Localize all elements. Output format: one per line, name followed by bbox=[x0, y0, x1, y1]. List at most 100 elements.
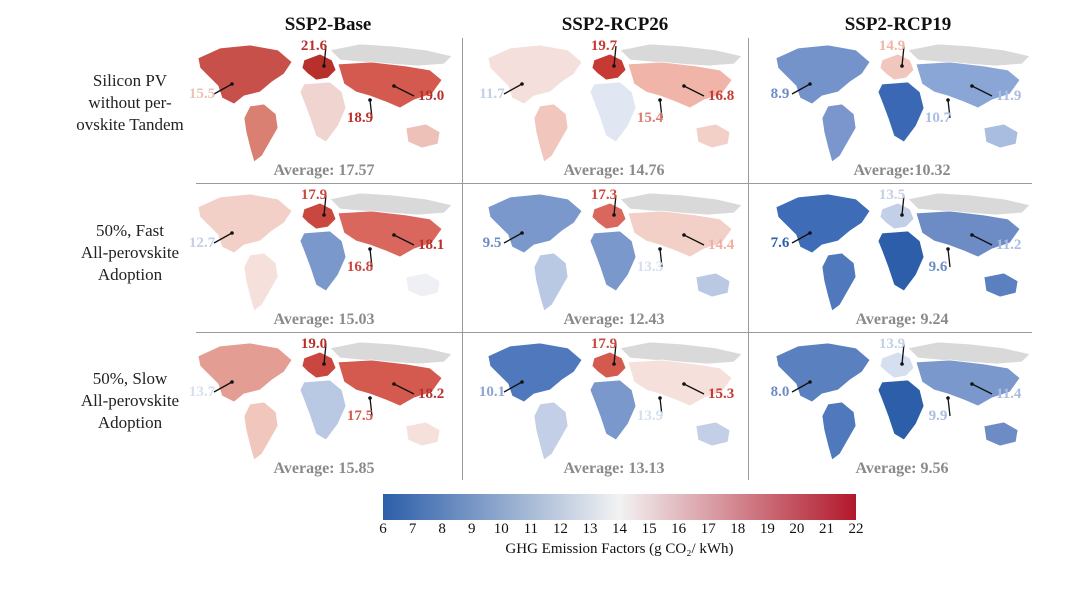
callout-arrowhead bbox=[368, 247, 372, 251]
callout-arrow bbox=[901, 343, 905, 365]
callout-arrow bbox=[613, 194, 617, 216]
grid-divider-vertical bbox=[748, 38, 749, 480]
world-map: 13.9 8.0 11.4 9.9 bbox=[771, 336, 1031, 459]
callout-arrowhead bbox=[520, 82, 524, 86]
callout-arrowhead bbox=[392, 382, 396, 386]
value-label: 18.1 bbox=[418, 237, 444, 253]
value-label: 15.3 bbox=[708, 386, 734, 402]
callout-arrow bbox=[659, 99, 663, 119]
region-sa bbox=[821, 401, 857, 459]
callout-arrowhead bbox=[322, 362, 326, 366]
panel-average: Average: 15.03 bbox=[273, 311, 375, 328]
value-label: 11.7 bbox=[479, 86, 505, 102]
callout-arrowhead bbox=[970, 84, 974, 88]
value-label: 15.4 bbox=[637, 110, 664, 126]
world-map: 19.0 13.7 18.2 17.5 bbox=[189, 336, 453, 459]
callout-arrow bbox=[901, 194, 905, 216]
region-oc bbox=[695, 272, 731, 298]
colorbar bbox=[383, 494, 856, 520]
value-label: 8.9 bbox=[771, 86, 790, 102]
value-label: 17.9 bbox=[591, 336, 617, 352]
value-label: 15.5 bbox=[189, 86, 215, 102]
region-ru bbox=[907, 341, 1031, 365]
region-oc bbox=[695, 123, 731, 149]
callout-arrow bbox=[971, 85, 993, 97]
callout-arrow bbox=[613, 45, 617, 67]
region-af bbox=[299, 379, 347, 441]
colorbar-tick: 12 bbox=[552, 521, 568, 537]
panel-average: Average: 13.13 bbox=[563, 460, 665, 477]
region-sa bbox=[821, 103, 857, 161]
colorbar-tick: 22 bbox=[848, 521, 864, 537]
callout-arrow bbox=[503, 381, 523, 393]
region-eu bbox=[879, 53, 915, 81]
region-as bbox=[915, 61, 1021, 109]
value-label: 13.7 bbox=[189, 384, 216, 400]
region-eu bbox=[591, 351, 627, 379]
panel-average: Average: 9.56 bbox=[855, 460, 949, 477]
region-sa bbox=[243, 401, 279, 459]
row-label-line: All-perovskite bbox=[80, 243, 180, 262]
callout-arrow bbox=[683, 383, 705, 395]
callout-arrow bbox=[901, 45, 905, 67]
value-label: 17.3 bbox=[591, 187, 617, 203]
region-oc bbox=[405, 272, 441, 298]
column-title-ssp2-rcp26: SSP2-RCP26 bbox=[561, 14, 669, 35]
callout-arrow bbox=[213, 232, 233, 244]
callout-arrowhead bbox=[520, 380, 524, 384]
value-label: 19.0 bbox=[418, 88, 444, 104]
region-as bbox=[337, 359, 443, 407]
callout-arrow bbox=[503, 83, 523, 95]
colorbar-tick: 14 bbox=[612, 521, 627, 537]
region-ru bbox=[619, 43, 743, 67]
world-map: 21.6 15.5 19.0 18.9 bbox=[189, 38, 453, 161]
colorbar-tick: 20 bbox=[789, 521, 805, 537]
value-label: 9.9 bbox=[929, 408, 948, 424]
row-label-line: ovskite Tandem bbox=[76, 115, 184, 134]
value-label: 18.9 bbox=[347, 110, 373, 126]
row-label-line: Adoption bbox=[97, 265, 163, 284]
value-label: 17.5 bbox=[347, 408, 373, 424]
callout-arrow bbox=[947, 397, 951, 417]
region-sa bbox=[533, 401, 569, 459]
value-label: 16.8 bbox=[347, 259, 373, 275]
map-panel: 17.3 9.5 14.4 13.3 Average: 12.43 bbox=[470, 185, 758, 333]
region-na bbox=[487, 193, 583, 254]
panel-average: Average: 17.57 bbox=[273, 162, 375, 179]
row-label-slow-adoption: 50%, Slow All-perovskite Adoption bbox=[60, 368, 200, 434]
callout-arrow bbox=[213, 83, 233, 95]
callout-arrow bbox=[971, 234, 993, 246]
callout-arrowhead bbox=[808, 380, 812, 384]
callout-arrow bbox=[659, 397, 663, 417]
callout-arrowhead bbox=[368, 98, 372, 102]
value-label: 13.9 bbox=[879, 336, 905, 352]
region-oc bbox=[405, 123, 441, 149]
region-ru bbox=[907, 192, 1031, 216]
region-oc bbox=[983, 272, 1019, 298]
callout-arrow bbox=[393, 85, 415, 97]
colorbar-tick: 9 bbox=[467, 521, 476, 537]
value-label: 14.4 bbox=[708, 237, 735, 253]
callout-arrowhead bbox=[230, 82, 234, 86]
callout-arrow bbox=[323, 194, 327, 216]
value-label: 10.7 bbox=[925, 110, 952, 126]
colorbar-tick: 17 bbox=[700, 521, 716, 537]
callout-arrowhead bbox=[520, 231, 524, 235]
map-panel: 17.9 12.7 18.1 16.8 Average: 15.03 bbox=[180, 185, 468, 333]
callout-arrow bbox=[791, 232, 811, 244]
value-label: 18.2 bbox=[418, 386, 444, 402]
value-label: 10.1 bbox=[479, 384, 505, 400]
colorbar-tick: 6 bbox=[379, 521, 387, 537]
row-label-line: Adoption bbox=[97, 413, 163, 432]
region-ru bbox=[329, 43, 453, 67]
value-label: 16.8 bbox=[708, 88, 734, 104]
world-map: 13.5 7.6 11.2 9.6 bbox=[771, 187, 1031, 310]
region-oc bbox=[983, 123, 1019, 149]
panel-average: Average: 15.85 bbox=[273, 460, 375, 477]
row-label-line: 50%, Fast bbox=[96, 221, 164, 240]
colorbar-tick: 11 bbox=[523, 521, 539, 537]
callout-arrowhead bbox=[612, 64, 616, 68]
region-na bbox=[775, 44, 871, 105]
callout-arrowhead bbox=[900, 64, 904, 68]
callout-arrowhead bbox=[392, 84, 396, 88]
